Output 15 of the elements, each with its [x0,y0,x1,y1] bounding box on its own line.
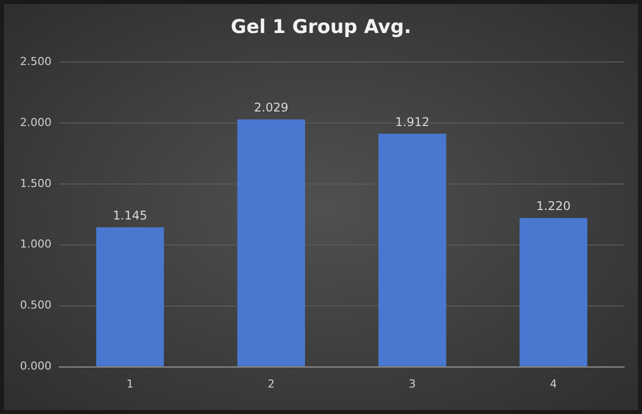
data-label: 1.912 [395,114,430,129]
x-tick-label: 3 [408,377,416,390]
x-tick-label: 4 [550,377,557,390]
x-tick-label: 2 [268,377,275,390]
y-tick-label: 1.000 [20,238,52,251]
data-label: 1.220 [536,199,571,214]
y-tick-label: 1.500 [20,176,52,190]
y-tick-label: 2.500 [20,54,52,68]
y-tick-label: 2.000 [20,116,52,129]
data-label: 1.145 [112,208,148,222]
data-label: 2.029 [254,100,288,115]
x-tick-label: 1 [126,377,134,390]
y-tick-label: 0.500 [20,298,52,312]
y-tick-label: 0.000 [20,360,52,373]
chart-title: Gel 1 Group Avg. [230,16,412,38]
